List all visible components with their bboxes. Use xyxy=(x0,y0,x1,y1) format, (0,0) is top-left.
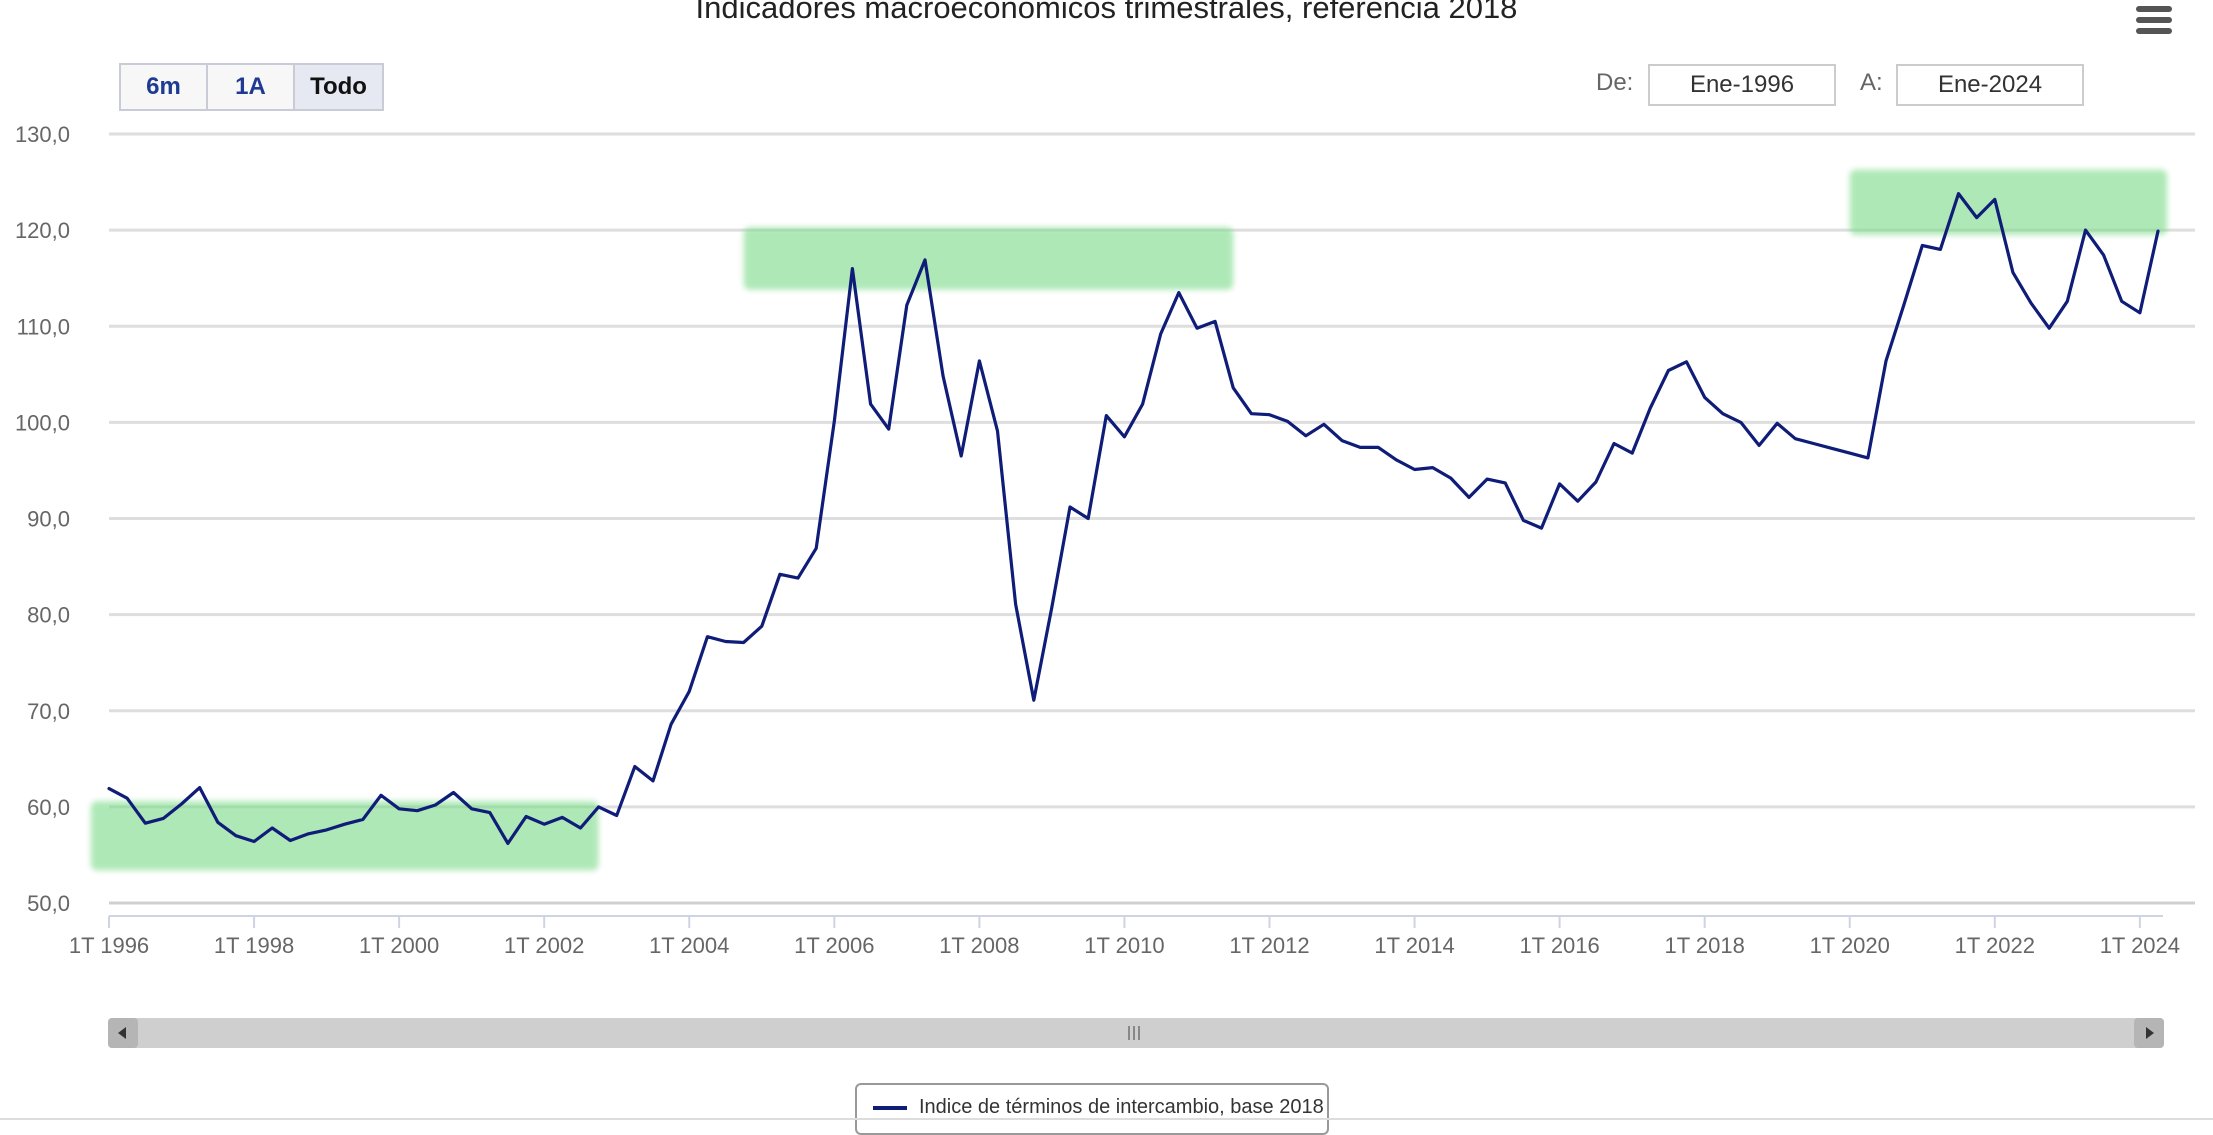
x-tick-label: 1T 1996 xyxy=(69,933,149,958)
x-tick-label: 1T 1998 xyxy=(214,933,294,958)
x-tick-label: 1T 2024 xyxy=(2100,933,2180,958)
legend-label: Indice de términos de intercambio, base … xyxy=(919,1096,1324,1118)
x-tick-label: 1T 2018 xyxy=(1665,933,1745,958)
range-1a-button[interactable]: 1A xyxy=(208,65,295,109)
from-date-input[interactable] xyxy=(1648,64,1836,106)
chart-title: Indicadores macroeconómicos trimestrales… xyxy=(695,0,1518,25)
navigator-scrollbar[interactable] xyxy=(108,1018,2164,1048)
x-axis-labels: 1T 1996 1T 1998 1T 2000 1T 2002 1T 2004 1T 20… xyxy=(69,933,2180,958)
x-tick-label: 1T 2010 xyxy=(1084,933,1164,958)
y-tick-label: 120,0 xyxy=(15,218,70,243)
x-tick-label: 1T 2016 xyxy=(1519,933,1599,958)
scroll-left-arrow-icon[interactable] xyxy=(108,1018,138,1048)
bottom-divider xyxy=(0,1118,2213,1120)
y-tick-label: 90,0 xyxy=(27,507,70,532)
x-tick-label: 1T 2012 xyxy=(1229,933,1309,958)
y-tick-label: 80,0 xyxy=(27,603,70,628)
series-layer xyxy=(107,192,2160,846)
range-selector: 6m 1A Todo xyxy=(119,63,384,111)
range-6m-button[interactable]: 6m xyxy=(121,65,208,109)
y-tick-label: 70,0 xyxy=(27,699,70,724)
highlight-band xyxy=(90,801,599,871)
scroll-right-arrow-icon[interactable] xyxy=(2134,1018,2164,1048)
x-tick-label: 1T 2008 xyxy=(939,933,1019,958)
y-tick-label: 110,0 xyxy=(17,314,70,339)
from-label: De: xyxy=(1596,69,1634,96)
x-tick-label: 1T 2000 xyxy=(359,933,439,958)
y-tick-label: 100,0 xyxy=(15,410,70,435)
series-line xyxy=(107,192,2160,846)
x-tick-label: 1T 2014 xyxy=(1374,933,1454,958)
legend-line-icon xyxy=(873,1105,907,1110)
scroll-grip-icon[interactable] xyxy=(1128,1026,1144,1040)
highlight-layer xyxy=(90,169,2168,871)
legend-item[interactable]: Indice de términos de intercambio, base … xyxy=(855,1083,1329,1135)
y-tick-label: 60,0 xyxy=(27,795,70,820)
y-axis-labels: 50,0 60,0 70,0 80,0 90,0 100,0 110,0 120,0 130,0 xyxy=(15,122,70,916)
y-tick-label: 130,0 xyxy=(15,122,70,147)
hamburger-menu-icon[interactable] xyxy=(2136,6,2172,38)
range-todo-button[interactable]: Todo xyxy=(295,65,382,109)
highlight-band xyxy=(1849,169,2168,235)
x-tick-label: 1T 2006 xyxy=(794,933,874,958)
y-tick-label: 50,0 xyxy=(27,891,70,916)
x-tick-label: 1T 2004 xyxy=(649,933,729,958)
line-chart: 50,0 60,0 70,0 80,0 90,0 100,0 110,0 120,0 130,0… xyxy=(15,122,2195,958)
x-tick-label: 1T 2020 xyxy=(1810,933,1890,958)
x-tick-label: 1T 2002 xyxy=(504,933,584,958)
x-tick-label: 1T 2022 xyxy=(1955,933,2035,958)
to-date-input[interactable] xyxy=(1896,64,2084,106)
to-label: A: xyxy=(1860,69,1883,96)
highlight-band xyxy=(743,227,1234,290)
